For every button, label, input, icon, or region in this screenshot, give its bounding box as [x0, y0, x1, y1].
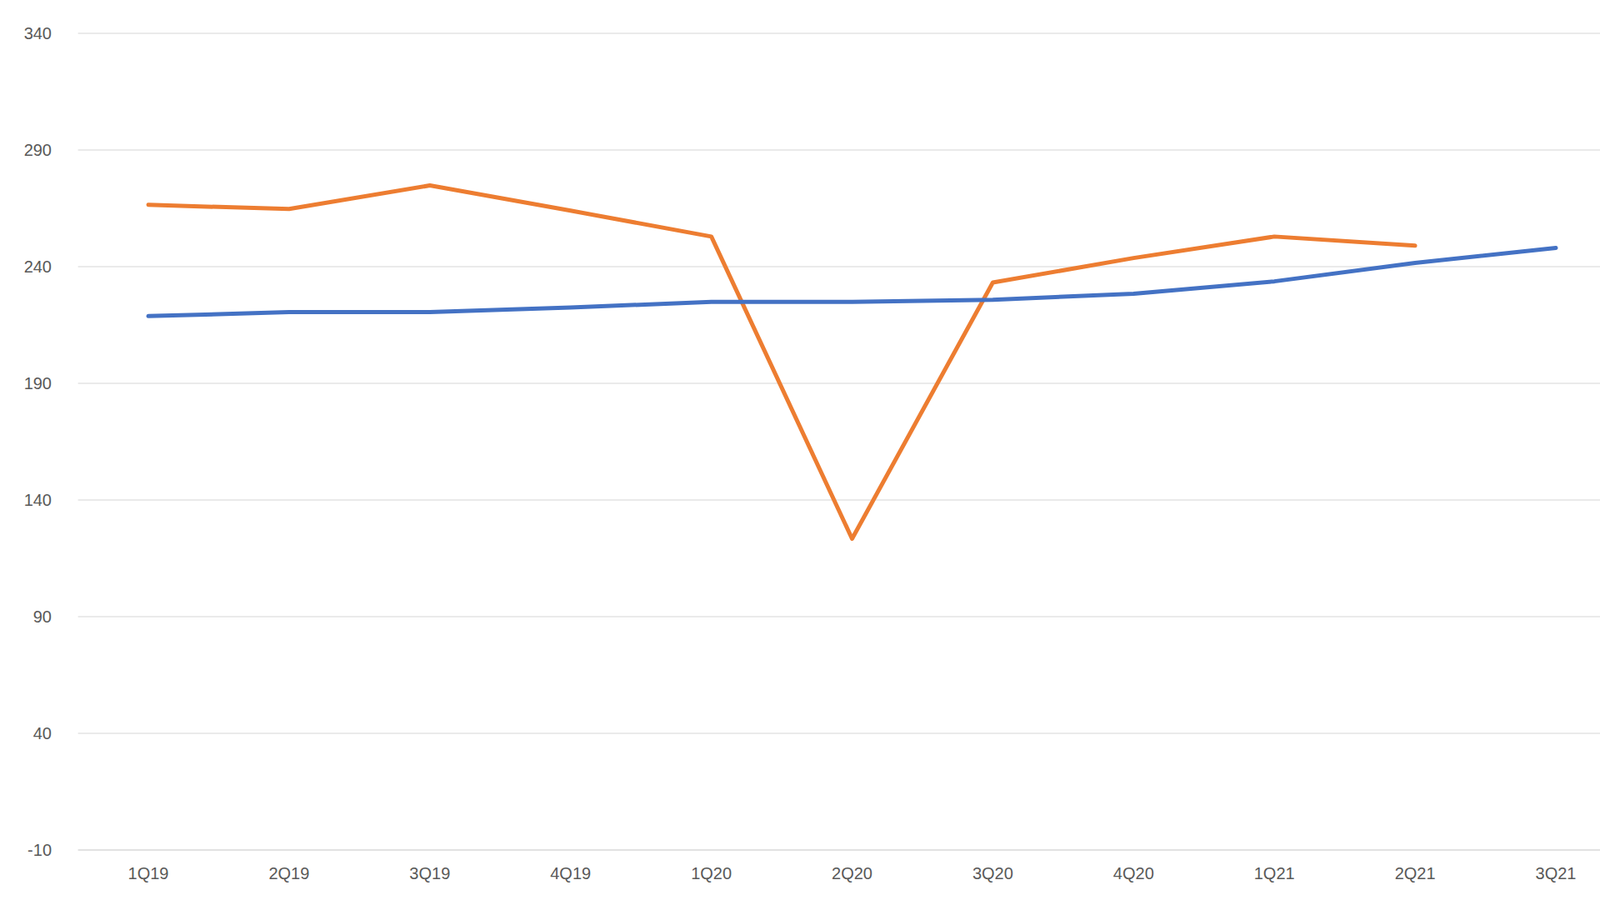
series-line	[148, 185, 1415, 540]
grid-line	[78, 149, 1600, 150]
grid-line	[78, 32, 1600, 34]
x-tick-label: 1Q20	[690, 864, 732, 883]
y-tick-label: 190	[24, 374, 52, 393]
series-group	[148, 185, 1556, 540]
x-tick-label: 4Q20	[1113, 864, 1155, 883]
y-tick-label: 90	[33, 607, 52, 626]
grid-line	[78, 615, 1600, 617]
x-tick-label: 2Q20	[831, 864, 873, 883]
x-tick-label: 4Q19	[550, 864, 591, 883]
series-line	[148, 248, 1556, 317]
y-tick-label: 340	[24, 24, 52, 43]
x-tick-label: 2Q19	[268, 864, 310, 883]
x-tick-label: 1Q21	[1254, 864, 1295, 883]
grid-line	[78, 499, 1600, 500]
x-tick-label: 1Q19	[128, 864, 170, 883]
chart-root: -10 40 90 140 190 240 290 340 1Q19 2Q19 3Q19 4Q19 1Q…	[0, 0, 1600, 900]
x-tick-label: 3Q20	[972, 864, 1014, 883]
y-tick-label: -10	[27, 840, 52, 860]
y-tick-label: 290	[24, 140, 52, 160]
y-tick-label: 140	[24, 490, 52, 510]
y-tick-label: 240	[24, 257, 52, 276]
y-tick-label: 40	[33, 724, 52, 743]
grid-line	[78, 849, 1600, 850]
grid-line	[78, 382, 1600, 384]
y-grid	[78, 33, 1600, 850]
x-tick-label: 3Q19	[409, 864, 450, 883]
grid-line	[78, 732, 1600, 734]
x-tick-label: 2Q21	[1395, 864, 1436, 883]
chart-svg: -10 40 90 140 190 240 290 340 1Q19 2Q19 3Q19 4Q19 1Q…	[0, 0, 1600, 900]
x-tick-label: 3Q21	[1535, 864, 1577, 883]
